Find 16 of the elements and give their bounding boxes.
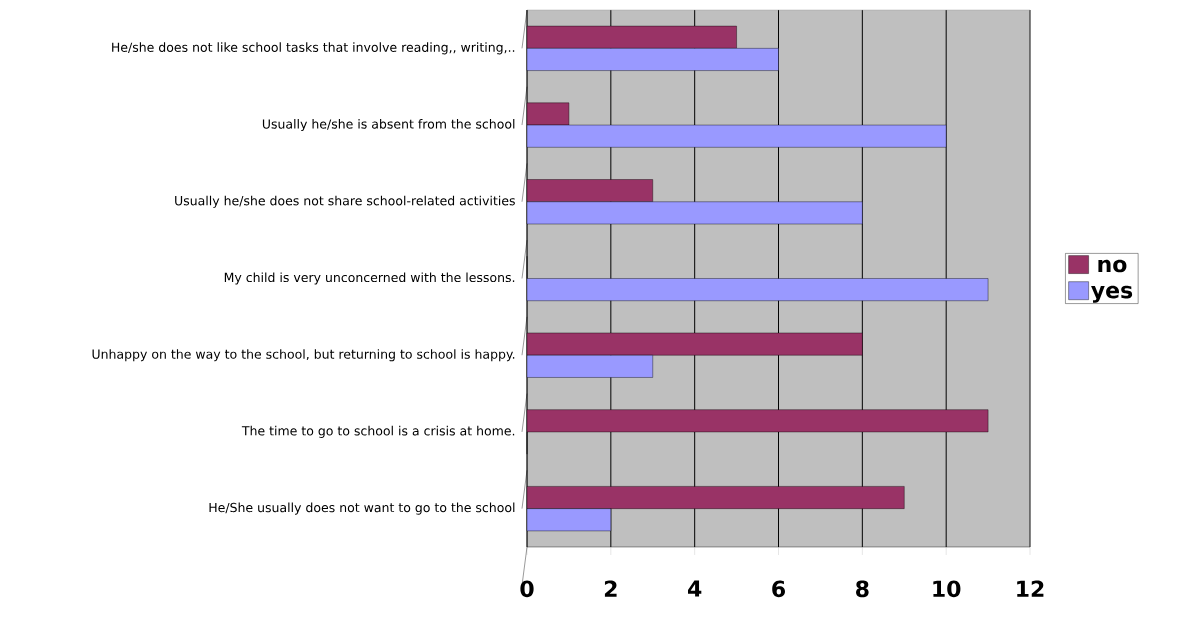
x-tick-label: 8 — [856, 580, 869, 598]
x-tick-label: 4 — [688, 580, 702, 597]
x-tick-label: 0 — [520, 580, 534, 598]
x-tick-label: 6 — [772, 580, 785, 598]
x-tick-label: 12 — [1017, 580, 1044, 597]
y-tick-label: Usually he/she does not share school-related activities — [175, 195, 515, 208]
y-tick-label: Usually he/she is absent from the school — [262, 119, 515, 132]
y-tick-label: Unhappy on the way to the school, but returning to school is happy. — [92, 349, 515, 362]
x-tick-label: 2 — [604, 580, 617, 597]
y-tick-label: He/She usually does not want to go to the school — [209, 502, 515, 515]
legend-label: no — [1098, 259, 1127, 273]
x-tick-label: 10 — [933, 580, 961, 598]
y-tick-label: The time to go to school is a crisis at home. — [241, 425, 515, 438]
y-tick-label: He/she does not like school tasks that involve reading,, writing,.. — [112, 42, 515, 55]
legend-label: yes — [1091, 285, 1133, 303]
y-tick-label: My child is very unconcerned with the lessons. — [224, 272, 515, 285]
